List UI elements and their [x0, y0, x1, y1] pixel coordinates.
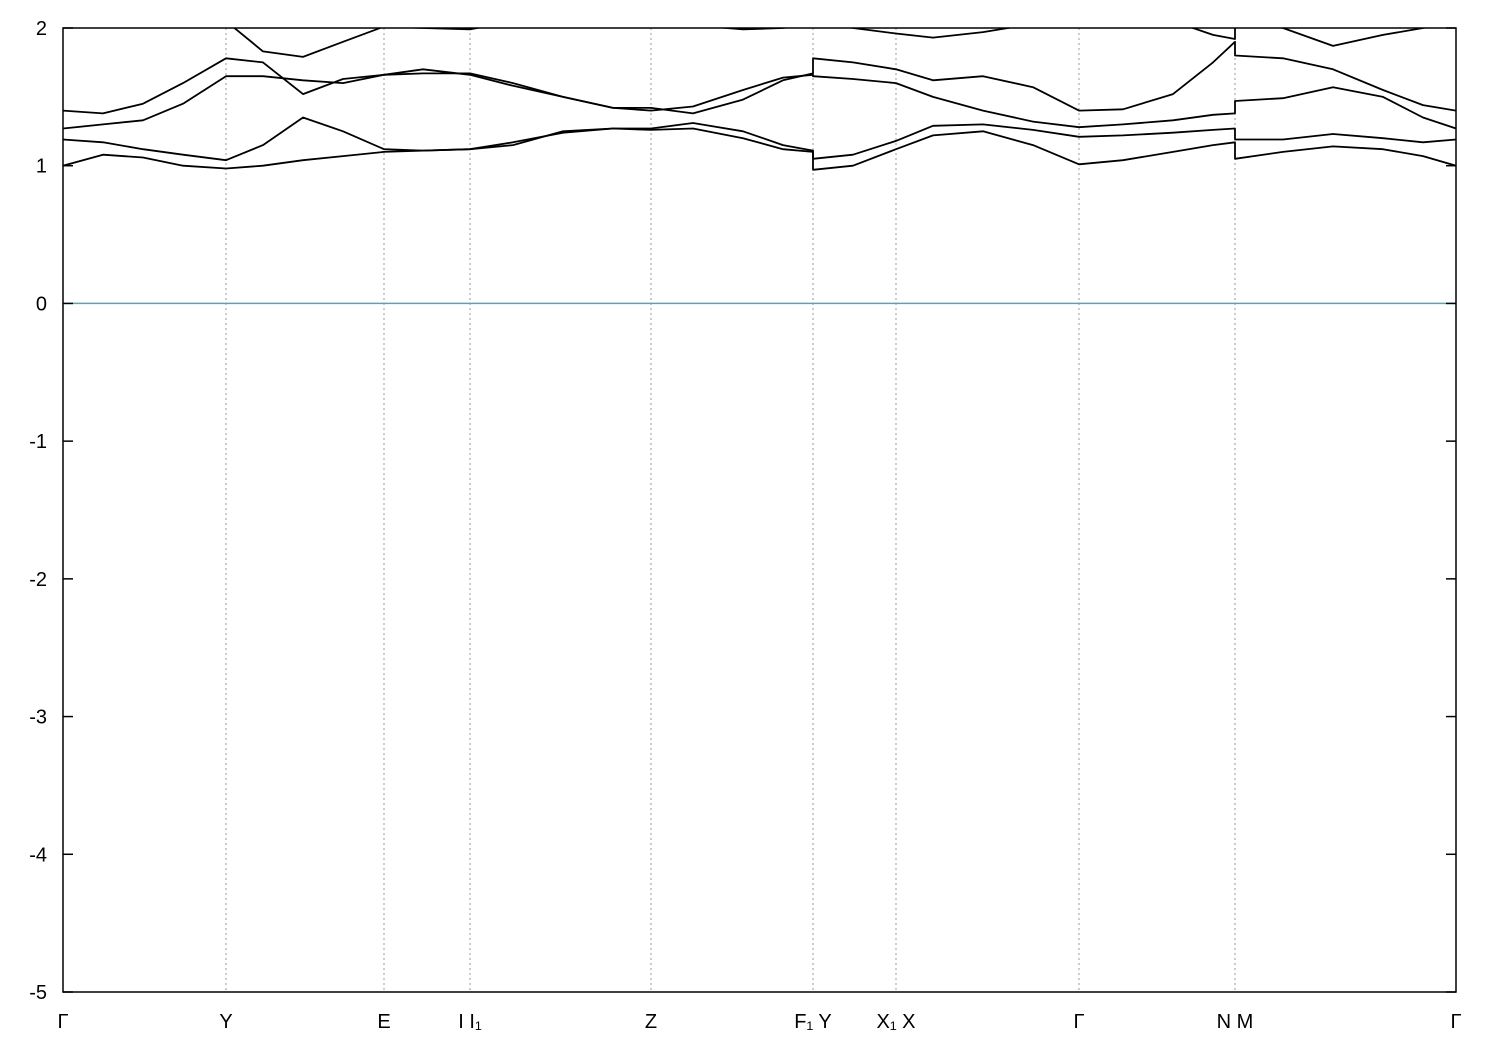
y-tick-label: 1	[36, 156, 47, 178]
x-tick-label: X₁ X	[877, 1011, 916, 1033]
y-tick-label: -4	[29, 844, 47, 866]
y-tick-label: -5	[29, 982, 47, 1004]
x-tick-label: E	[377, 1011, 390, 1033]
band-line	[63, 127, 1456, 171]
plot-frame	[62, 27, 1457, 993]
x-tick-label: N M	[1217, 1011, 1254, 1033]
x-tick-label: Γ	[57, 1011, 68, 1033]
band-line	[63, 40, 1456, 115]
bands	[63, 28, 1456, 305]
y-tick-label: -2	[29, 569, 47, 591]
y-tick-label: -3	[29, 707, 47, 729]
x-tick-label: Γ	[1450, 1011, 1461, 1033]
band-line	[233, 28, 1428, 58]
x-tick-label: Γ	[1073, 1011, 1084, 1033]
x-tick-label: I I₁	[458, 1011, 482, 1033]
band-line	[63, 72, 1456, 130]
band-line	[63, 116, 1456, 162]
grid	[62, 28, 1457, 992]
x-tick-label: F₁ Y	[794, 1011, 832, 1033]
y-tick-label: 2	[36, 18, 47, 40]
x-tick-label: Y	[219, 1011, 232, 1033]
y-tick-label: 0	[36, 293, 47, 315]
x-tick-label: Z	[645, 1011, 657, 1033]
y-tick-label: -1	[29, 431, 47, 453]
